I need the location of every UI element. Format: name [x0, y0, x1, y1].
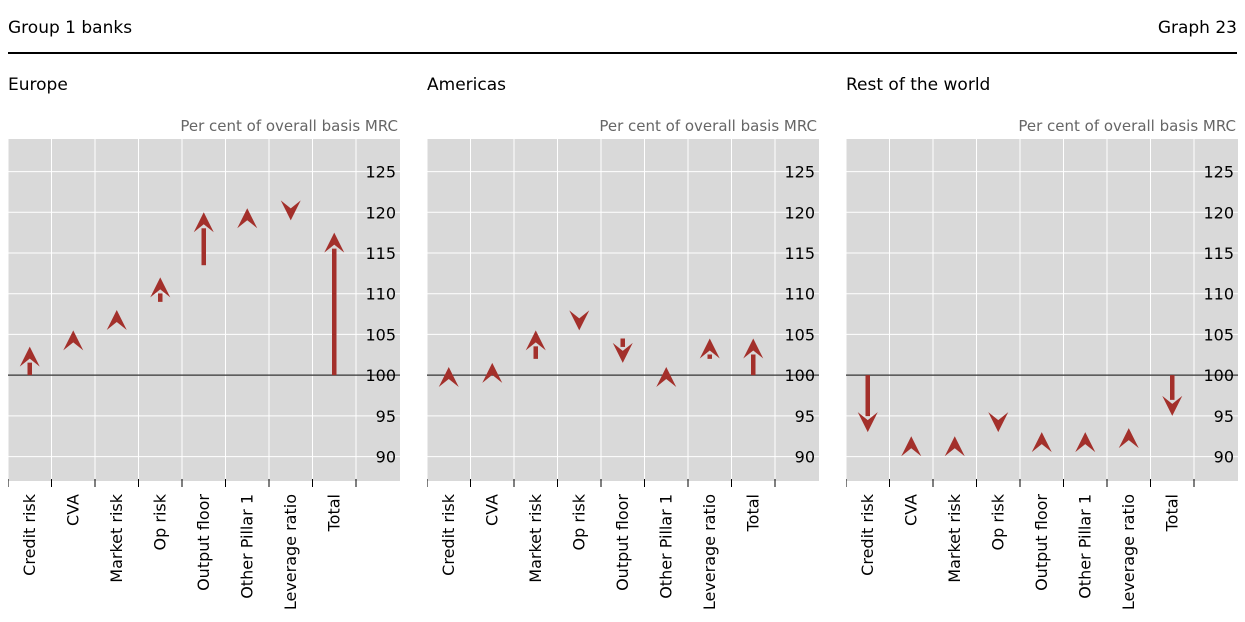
graph-number: Graph 23 — [1157, 18, 1237, 38]
plot-area — [846, 139, 1238, 481]
arrow-mark — [569, 310, 590, 331]
y-tick-label: 115 — [365, 244, 396, 263]
arrow-mark — [743, 338, 764, 376]
category-label: Other Pillar 1 — [656, 494, 675, 599]
y-tick-label: 90 — [376, 448, 396, 467]
arrow-mark — [150, 277, 171, 302]
y-tick-label: 115 — [1203, 244, 1234, 263]
arrow-mark — [612, 338, 633, 363]
arrow-mark — [280, 200, 301, 221]
arrow-mark — [1031, 432, 1052, 453]
unit-label: Per cent of overall basis MRC — [1018, 117, 1236, 135]
arrow-mark — [19, 346, 40, 376]
category-label: CVA — [482, 494, 501, 526]
category-label: Total — [324, 494, 343, 532]
panel-title: Rest of the world — [846, 75, 991, 95]
category-label: Market risk — [945, 493, 964, 582]
category-label: Total — [1162, 494, 1181, 532]
category-label: Op risk — [150, 493, 169, 550]
panel-rest-of-world: Rest of the world Per cent of overall ba… — [846, 60, 1245, 620]
panel-europe: Europe Per cent of overall basis MRC 90 95… — [8, 60, 408, 620]
y-tick-label: 110 — [365, 285, 396, 304]
y-tick-label: 115 — [784, 244, 815, 263]
arrow-mark — [944, 436, 965, 457]
y-tick-label: 120 — [1203, 203, 1234, 222]
chart-rest-of-world: Per cent of overall basis MRC 90 95 100 105 1… — [846, 117, 1238, 610]
y-tick-label: 120 — [365, 203, 396, 222]
arrow-mark — [988, 412, 1009, 433]
category-label: Credit risk — [20, 493, 39, 576]
arrow-mark — [1075, 432, 1096, 453]
panel-title: Americas — [427, 75, 506, 95]
y-tick-label: 125 — [1203, 163, 1234, 182]
arrow-mark — [237, 208, 258, 229]
plot-area — [427, 139, 819, 481]
panel-title: Europe — [8, 75, 68, 95]
y-tick-label: 105 — [365, 325, 396, 344]
category-label: Leverage ratio — [700, 494, 719, 610]
arrow-mark — [656, 367, 677, 387]
arrow-mark — [857, 375, 878, 433]
arrow-mark — [63, 330, 84, 351]
arrow-mark — [482, 362, 503, 383]
y-tick-label: 95 — [376, 407, 396, 426]
y-tick-label: 95 — [1214, 407, 1234, 426]
plot-area — [8, 139, 400, 481]
unit-label: Per cent of overall basis MRC — [599, 117, 817, 135]
header-rule — [8, 52, 1237, 54]
arrow-mark — [324, 232, 345, 376]
category-label: Market risk — [526, 493, 545, 582]
unit-label: Per cent of overall basis MRC — [180, 117, 398, 135]
category-label: Other Pillar 1 — [237, 494, 256, 599]
y-tick-label: 110 — [784, 285, 815, 304]
panel-americas: Americas Per cent of overall basis MRC 90… — [427, 60, 827, 620]
category-label: Total — [743, 494, 762, 532]
category-label: Op risk — [569, 493, 588, 550]
y-tick-label: 120 — [784, 203, 815, 222]
category-label: Leverage ratio — [1119, 494, 1138, 610]
y-tick-label: 100 — [365, 366, 396, 385]
arrow-mark — [1162, 375, 1183, 416]
category-label: Leverage ratio — [281, 494, 300, 610]
category-label: Output floor — [1032, 494, 1051, 591]
y-tick-label: 100 — [1203, 366, 1234, 385]
graph-header: Group 1 banks Graph 23 — [8, 0, 1237, 55]
category-label: Output floor — [613, 494, 632, 591]
y-tick-label: 125 — [784, 163, 815, 182]
arrow-mark — [901, 436, 922, 457]
y-tick-label: 125 — [365, 163, 396, 182]
arrow-mark — [438, 367, 459, 387]
category-label: Op risk — [988, 493, 1007, 550]
y-tick-label: 110 — [1203, 285, 1234, 304]
arrow-mark — [525, 330, 546, 359]
y-tick-label: 105 — [784, 325, 815, 344]
y-tick-label: 90 — [1214, 448, 1234, 467]
category-label: Other Pillar 1 — [1075, 494, 1094, 599]
graph-subject: Group 1 banks — [8, 18, 133, 38]
chart-europe: Per cent of overall basis MRC 90 95 100 105 1… — [8, 117, 400, 610]
category-label: Market risk — [107, 493, 126, 582]
category-label: Credit risk — [858, 493, 877, 576]
chart-americas: Per cent of overall basis MRC 90 95 100 105 1… — [427, 117, 819, 610]
category-label: Credit risk — [439, 493, 458, 576]
y-tick-label: 100 — [784, 366, 815, 385]
arrow-mark — [106, 310, 127, 330]
category-label: CVA — [63, 494, 82, 526]
y-tick-label: 105 — [1203, 325, 1234, 344]
arrow-mark — [193, 212, 214, 266]
category-label: Output floor — [194, 494, 213, 591]
category-label: CVA — [901, 494, 920, 526]
arrow-mark — [1118, 428, 1139, 449]
y-tick-label: 90 — [795, 448, 815, 467]
arrow-mark — [699, 338, 720, 359]
y-tick-label: 95 — [795, 407, 815, 426]
